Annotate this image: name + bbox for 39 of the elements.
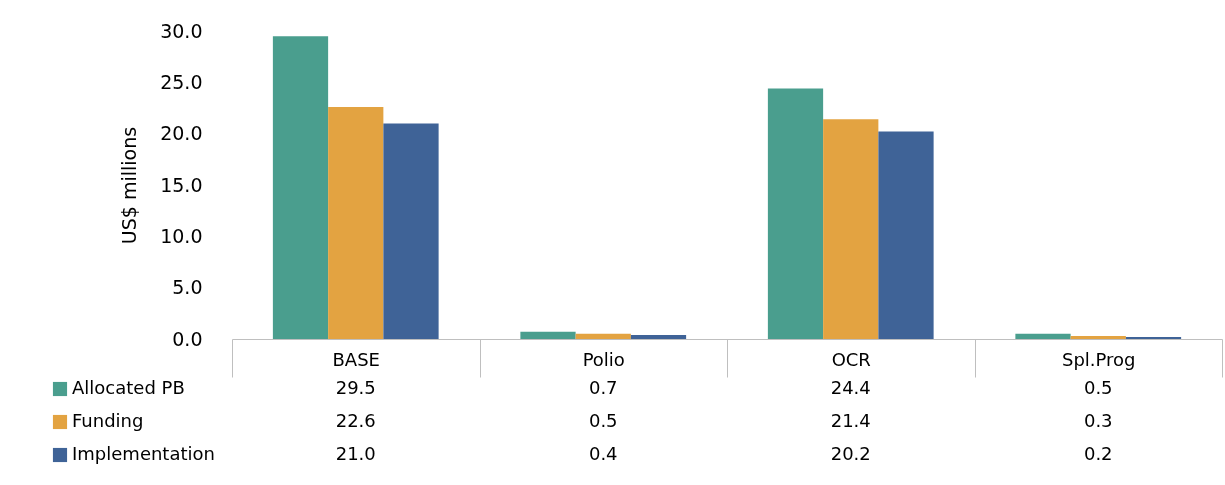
data-label: 22.6 xyxy=(335,410,376,431)
bar xyxy=(575,333,631,339)
bar xyxy=(1015,333,1071,339)
data-label: 24.4 xyxy=(830,377,871,398)
y-tick-label: 10.0 xyxy=(160,224,203,247)
y-tick-label: 20.0 xyxy=(160,122,203,145)
x-tick-label: Polio xyxy=(582,348,625,370)
x-tick-label: BASE xyxy=(332,348,380,370)
legend-label: Funding xyxy=(72,410,144,431)
bar xyxy=(630,334,687,339)
y-tick-label: 25.0 xyxy=(160,70,203,93)
data-label: 0.5 xyxy=(588,410,618,431)
data-label: 0.3 xyxy=(1083,410,1113,431)
data-label: 0.2 xyxy=(1083,443,1113,464)
bar xyxy=(383,123,439,339)
bar xyxy=(823,119,879,339)
data-label: 21.0 xyxy=(335,443,376,464)
y-axis-title: US$ millions xyxy=(118,126,141,245)
bar xyxy=(1125,336,1182,339)
data-label: 29.5 xyxy=(335,377,376,398)
y-tick-label: 5.0 xyxy=(172,276,203,299)
bar xyxy=(878,131,934,339)
legend-label: Implementation xyxy=(72,443,215,464)
bar xyxy=(520,331,576,339)
bar xyxy=(328,106,384,339)
y-tick-label: 15.0 xyxy=(160,173,203,196)
y-tick-label: 0.0 xyxy=(172,327,203,350)
x-tick-label: OCR xyxy=(831,348,871,370)
legend-label: Allocated PB xyxy=(72,377,185,398)
bar xyxy=(767,88,824,339)
x-tick-label: Spl.Prog xyxy=(1061,348,1136,370)
data-label: 21.4 xyxy=(830,410,871,431)
data-label: 20.2 xyxy=(830,443,871,464)
bar xyxy=(272,36,329,339)
data-label: 0.7 xyxy=(588,377,618,398)
data-label: 0.5 xyxy=(1083,377,1113,398)
data-label: 0.4 xyxy=(588,443,618,464)
bar xyxy=(1070,335,1126,339)
y-tick-label: 30.0 xyxy=(160,19,203,42)
